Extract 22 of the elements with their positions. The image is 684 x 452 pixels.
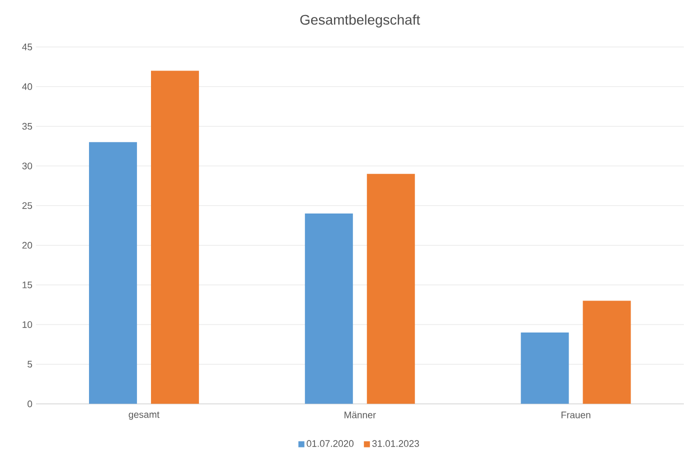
bar bbox=[520, 332, 569, 404]
chart-title: Gesamtbelegschaft bbox=[300, 14, 420, 28]
bar bbox=[88, 142, 137, 404]
y-tick-label: 5 bbox=[28, 360, 32, 368]
x-tick-label: gesamt bbox=[128, 412, 160, 420]
y-tick-label: 40 bbox=[22, 83, 32, 90]
x-tick-label: Männer bbox=[344, 412, 376, 418]
y-tick-label: 25 bbox=[22, 202, 32, 209]
y-tick-label: 35 bbox=[22, 122, 32, 130]
y-tick-label: 15 bbox=[22, 281, 32, 288]
x-tick-label: Frauen bbox=[562, 412, 590, 418]
bar bbox=[582, 300, 631, 404]
y-tick-label: 20 bbox=[22, 242, 32, 248]
legend-label: 31.01.2023 bbox=[372, 440, 419, 447]
y-tick-label: 30 bbox=[22, 162, 32, 170]
y-tick-label: 0 bbox=[28, 400, 32, 408]
legend-label: 01.07.2020 bbox=[306, 440, 354, 447]
y-tick-label: 10 bbox=[22, 321, 32, 328]
y-tick-label: 45 bbox=[22, 44, 32, 50]
bar bbox=[366, 174, 415, 404]
bar bbox=[304, 213, 353, 404]
bar bbox=[150, 70, 199, 404]
